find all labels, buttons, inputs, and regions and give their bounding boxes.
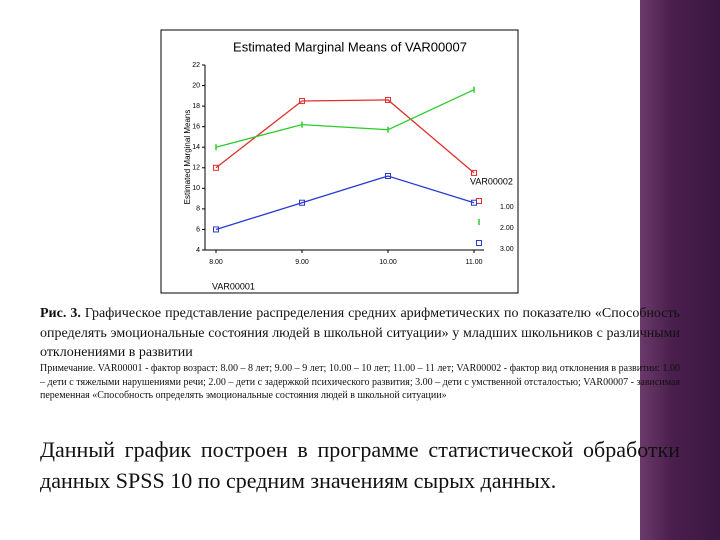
legend-label: 1.00	[500, 204, 514, 211]
caption-label: Рис. 3.	[40, 306, 81, 321]
y-axis-label: Estimated Marginal Means	[183, 110, 192, 205]
series-line	[215, 99, 475, 174]
chart-frame	[160, 29, 519, 294]
x-tick-label: 11.00	[466, 259, 483, 266]
x-tick-label: 10.00	[379, 259, 397, 266]
chart-title: Estimated Marginal Means of VAR00007	[233, 39, 467, 54]
y-tick-label: 22	[192, 62, 200, 69]
data-point	[213, 164, 219, 171]
legend-label: 3.00	[500, 246, 514, 253]
y-tick-label: 14	[192, 144, 200, 151]
legend-marker	[476, 240, 482, 246]
caption-text: Графическое представление распределения …	[40, 306, 681, 360]
figure-caption: Рис. 3. Графическое представление распре…	[40, 304, 680, 363]
data-point	[385, 173, 391, 179]
data-point	[471, 199, 477, 206]
y-tick-label: 12	[192, 165, 200, 172]
x-tick-label: 8.00	[209, 259, 223, 266]
body-text: Данный график построен в программе стати…	[40, 437, 680, 493]
data-point	[471, 169, 477, 176]
legend-label: 2.00	[500, 225, 514, 232]
figure-note: Примечание. VAR00001 - фактор возраст: 8…	[40, 363, 680, 401]
x-axis-label: VAR00001	[212, 281, 255, 291]
series-line	[215, 175, 475, 231]
y-tick-label: 6	[196, 226, 200, 233]
y-tick-label: 8	[196, 206, 200, 213]
y-tick-label: 4	[196, 247, 200, 254]
x-tick-label: 9.00	[295, 259, 309, 266]
y-tick-label: 16	[192, 124, 200, 131]
chart: Estimated Marginal Means of VAR00007 Est…	[160, 29, 519, 294]
data-point	[385, 96, 391, 103]
y-tick-label: 18	[192, 103, 200, 110]
data-point	[299, 199, 305, 206]
series-line	[215, 89, 475, 148]
decor-strip	[640, 0, 720, 540]
y-tick-label: 20	[192, 82, 200, 89]
legend-title: VAR00002	[470, 176, 513, 186]
data-point	[299, 97, 305, 104]
data-point	[213, 226, 219, 233]
y-tick-label: 10	[192, 185, 200, 192]
